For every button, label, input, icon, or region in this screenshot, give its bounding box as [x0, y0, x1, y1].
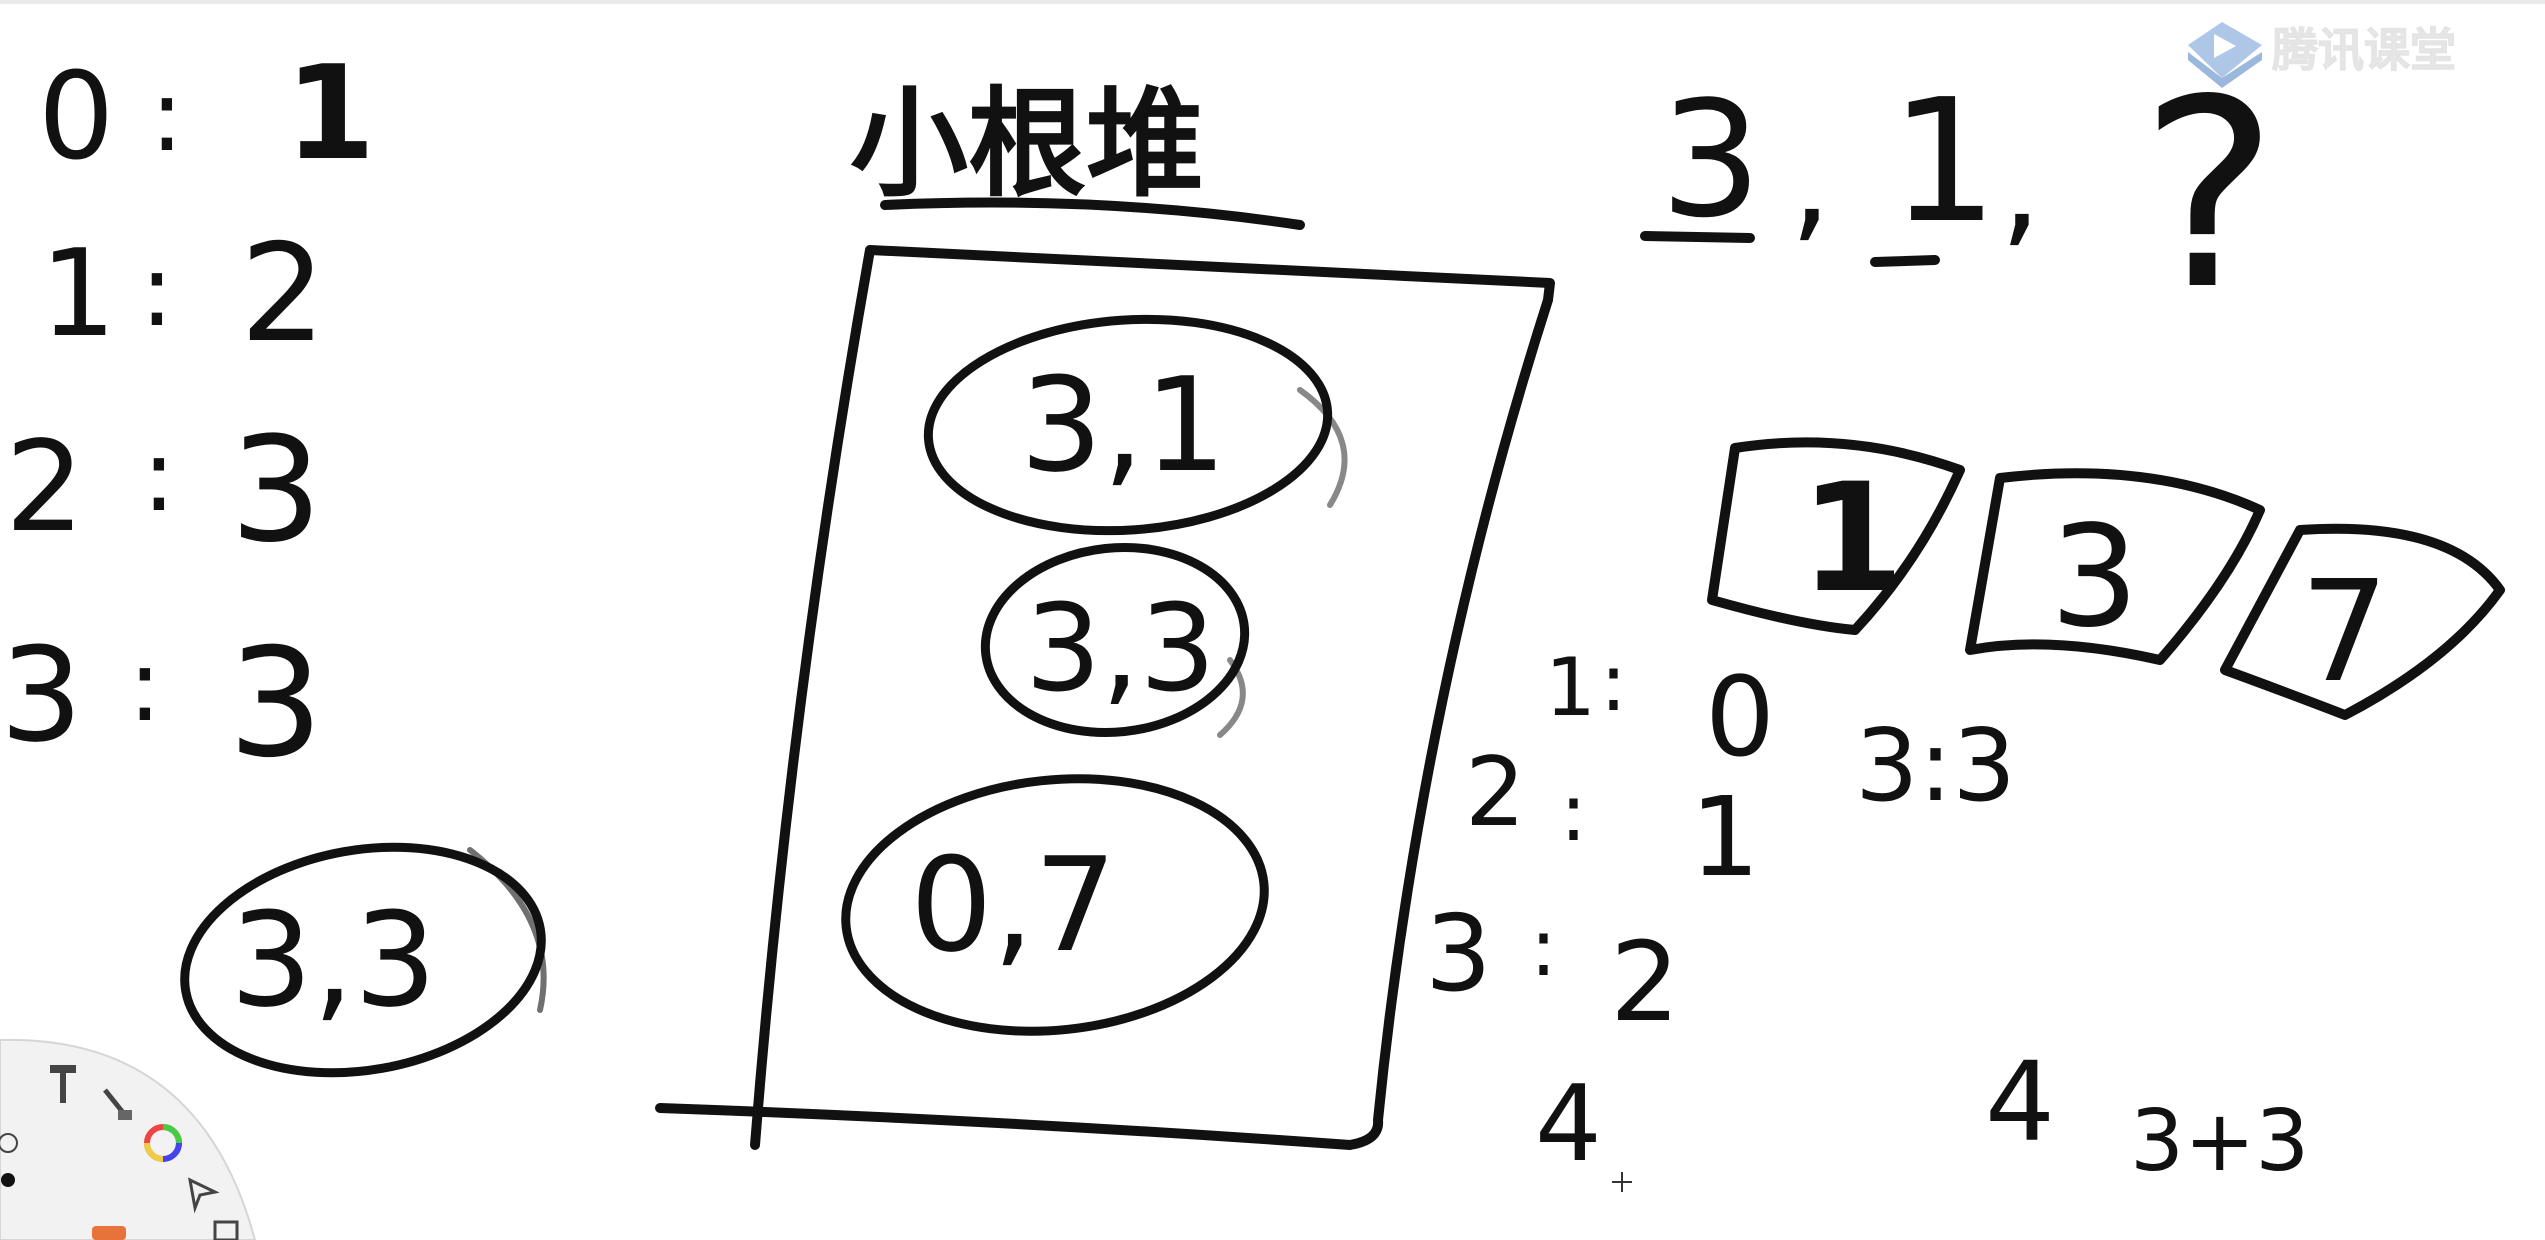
box-label: 3: [2050, 496, 2139, 659]
left-key: 2: [5, 415, 85, 560]
brush-icon[interactable]: [103, 1088, 132, 1120]
brand-logo: 腾讯课堂: [2188, 22, 2457, 88]
mid-list-row: 1 : 0: [1545, 636, 1775, 781]
mid-val: 0: [1705, 653, 1775, 781]
heap-title-underline: [880, 197, 1305, 230]
copy-icon[interactable]: [213, 1220, 239, 1240]
left-colon: :: [150, 57, 184, 174]
left-key: 1: [40, 225, 116, 364]
heap-node: 3,1: [923, 314, 1348, 536]
seq-b: 1: [1890, 63, 1998, 261]
play-icon: [2188, 22, 2262, 88]
left-list-row: 3 : 3: [0, 617, 323, 791]
mid-val: 1: [1690, 773, 1760, 901]
left-colon: :: [128, 627, 162, 744]
mid-list-row: 2 : 1: [1465, 738, 1760, 901]
note-sum: 3+3: [2130, 1092, 2309, 1191]
left-circle-label: 3,3: [230, 884, 437, 1036]
left-colon: :: [140, 232, 174, 349]
box: 1: [1707, 437, 1965, 635]
mid-list-row: 3 : 2: [1425, 893, 1680, 1046]
mid-key: 1: [1545, 641, 1596, 734]
mid-colon: :: [1560, 766, 1587, 859]
box: 7: [2220, 523, 2505, 720]
left-key: 0: [38, 48, 114, 187]
left-key: 3: [0, 619, 83, 771]
hammer-icon[interactable]: [50, 1065, 76, 1103]
mid-list-row: 4: [1535, 1063, 1602, 1185]
seq-c: ?: [2140, 45, 2278, 347]
mid-colon: :: [1530, 901, 1557, 994]
heap-node-label: 0,7: [910, 829, 1117, 981]
heap-container: [655, 245, 1555, 1150]
left-list-row: 1 : 2: [40, 215, 326, 372]
box-label: 7: [2300, 551, 2389, 714]
heap-diagram: 小根堆 3,1 3,3 0,7: [655, 75, 1555, 1150]
logo-text: 腾讯课堂: [2272, 23, 2456, 77]
seq-a: 3: [1660, 66, 1762, 253]
heap-title: 小根堆: [850, 75, 1204, 213]
mid-key: 4: [1535, 1063, 1602, 1185]
left-circled-pair: 3,3: [180, 842, 547, 1078]
left-val: 3: [228, 617, 323, 791]
left-list: 0 : 1 1 : 2 2 : 3 3 : 3: [0, 37, 375, 791]
dot-icon[interactable]: [1, 1173, 15, 1187]
left-colon: :: [142, 417, 176, 534]
heap-node: 0,7: [841, 774, 1269, 1036]
mid-val: 2: [1610, 918, 1680, 1046]
right-notes: 3:3 4 3+3: [1855, 707, 2309, 1191]
seq-comma: ,: [2000, 109, 2041, 261]
heap-node-label: 3,1: [1020, 349, 1227, 501]
seq-comma: ,: [1790, 104, 1831, 256]
left-list-row: 2 : 3: [5, 406, 322, 575]
left-val: 1: [285, 37, 375, 189]
box: 3: [1965, 468, 2265, 665]
mid-key: 2: [1465, 738, 1525, 848]
box-row: 1 3 7: [1707, 437, 2505, 720]
mid-colon: :: [1600, 636, 1627, 729]
box-label: 1: [1800, 452, 1904, 626]
note-ratio: 3:3: [1855, 707, 2016, 824]
pointer-icon[interactable]: [188, 1177, 220, 1214]
pen-icon[interactable]: [0, 1133, 18, 1153]
mid-key: 3: [1425, 893, 1492, 1015]
heap-node: 3,3: [980, 543, 1250, 738]
radial-toolbar[interactable]: [0, 1038, 257, 1240]
note-four: 4: [1985, 1038, 2055, 1166]
color-wheel-icon[interactable]: [144, 1124, 182, 1162]
top-border: [0, 0, 2545, 4]
crosshair-cursor: [1612, 1172, 1632, 1192]
mid-list: 1 : 0 2 : 1 3 : 2 4: [1425, 636, 1775, 1185]
left-list-row: 0 : 1: [38, 37, 375, 189]
left-val: 3: [230, 406, 322, 575]
eraser-icon[interactable]: [92, 1226, 126, 1240]
left-val: 2: [240, 215, 326, 372]
sequence: 3 , 1 , ?: [1640, 45, 2278, 347]
heap-node-label: 3,3: [1025, 580, 1216, 719]
